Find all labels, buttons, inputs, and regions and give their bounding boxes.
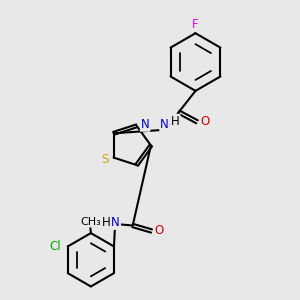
Text: F: F: [192, 18, 199, 31]
Text: O: O: [200, 115, 209, 128]
Text: N: N: [160, 118, 169, 131]
Text: N: N: [111, 216, 120, 229]
Text: S: S: [101, 153, 109, 166]
Text: H: H: [171, 115, 179, 128]
Text: H: H: [102, 216, 110, 229]
Text: CH₃: CH₃: [80, 217, 101, 226]
Text: N: N: [141, 118, 149, 131]
Text: O: O: [154, 224, 164, 238]
Text: Cl: Cl: [49, 240, 61, 253]
